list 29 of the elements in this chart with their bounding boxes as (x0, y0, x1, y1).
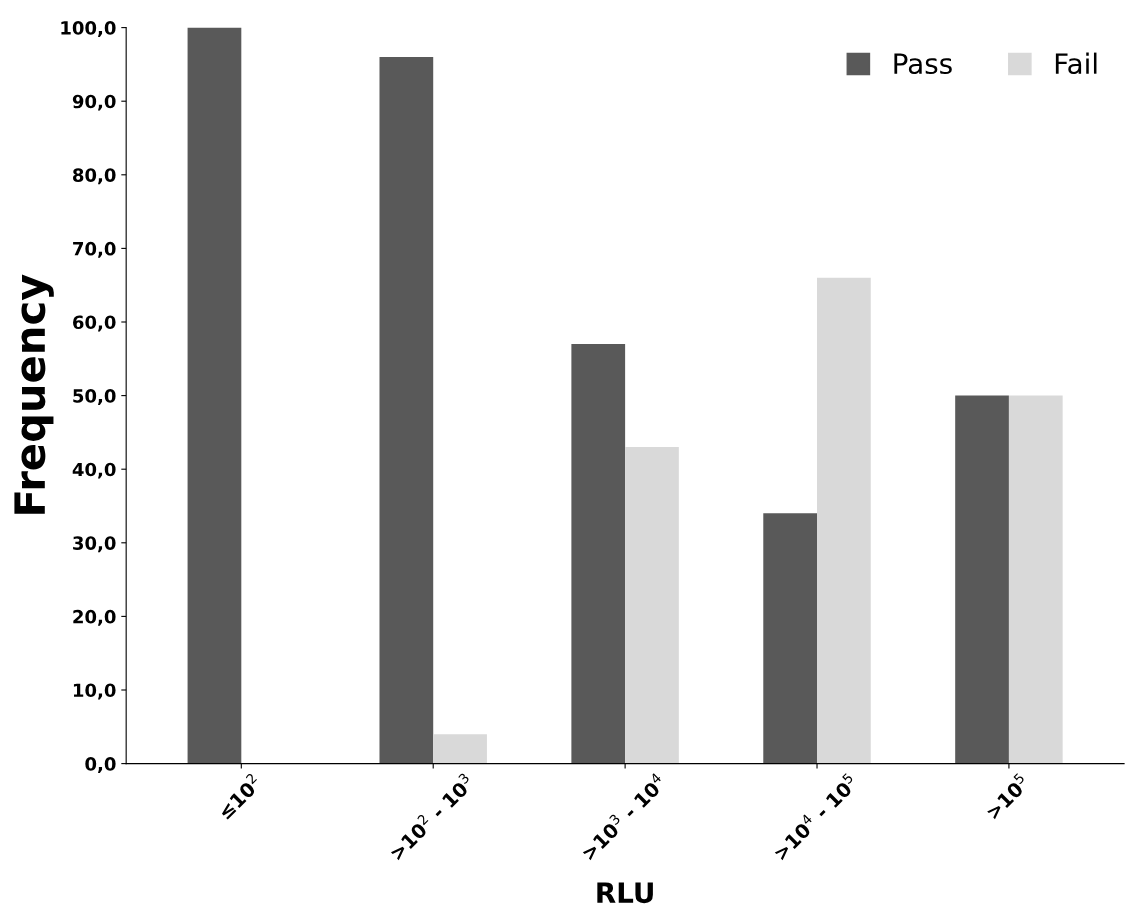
y-tick-label: 50,0 (73, 389, 116, 406)
bar (379, 57, 434, 764)
bar (433, 734, 487, 764)
y-tick-label: 0,0 (85, 757, 116, 774)
y-axis-title: Frequency (14, 274, 54, 514)
bar (625, 447, 679, 764)
bar (187, 27, 242, 764)
bar (955, 395, 1009, 764)
x-tick-label: >10$^{3}$ - 10$^{4}$ (578, 772, 668, 861)
y-tick-label: 80,0 (73, 168, 116, 185)
y-tick-label: 90,0 (72, 94, 116, 111)
legend-label: Fail (1055, 52, 1097, 75)
bar (1008, 395, 1063, 764)
x-tick-label: >10$^{5}$ (983, 772, 1031, 820)
x-tick-label: >10$^{4}$ - 10$^{5}$ (770, 772, 859, 861)
bar (571, 344, 626, 764)
y-tick-label: 60,0 (73, 315, 116, 332)
y-tick-label: 10,0 (73, 683, 116, 700)
legend-label: Pass (894, 53, 952, 75)
y-tick-label: 40,0 (72, 462, 116, 479)
bar (763, 513, 818, 764)
y-tick-label: 30,0 (73, 536, 116, 553)
bar (817, 277, 871, 764)
y-tick-label: 70,0 (73, 241, 116, 258)
x-axis-title: RLU (597, 882, 653, 904)
y-tick-label: 20,0 (73, 609, 116, 626)
x-tick-label: >10$^{2}$ - 10$^{3}$ (386, 772, 476, 861)
y-tick-label: 100,0 (61, 21, 116, 38)
x-tick-label: ≤10$^{2}$ (215, 772, 263, 820)
